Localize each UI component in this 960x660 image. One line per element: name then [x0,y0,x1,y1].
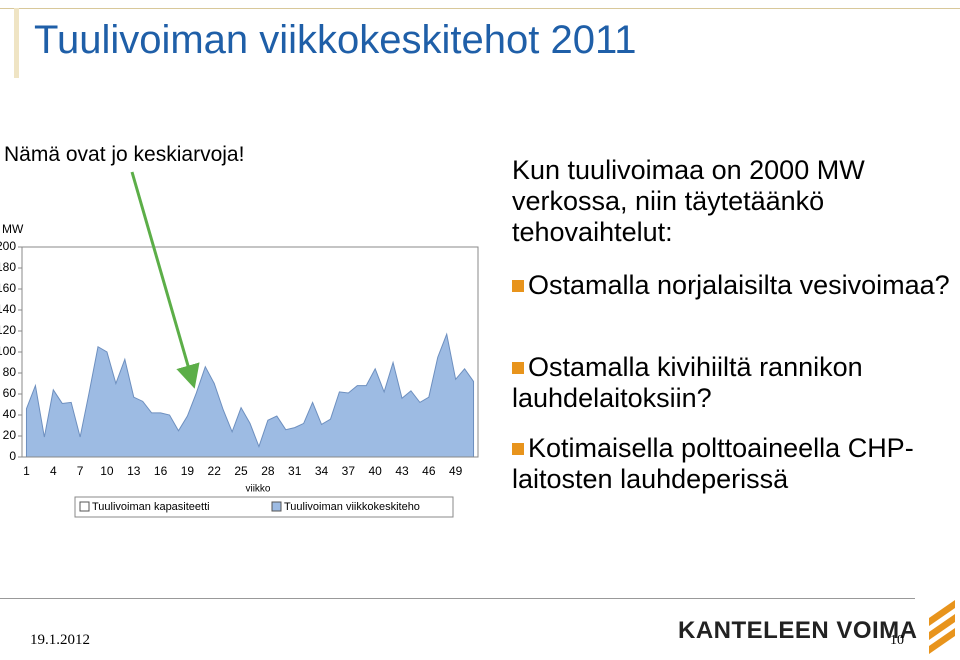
x-tick-label: 34 [315,464,329,478]
x-tick-label: 28 [261,464,275,478]
y-tick-label: 60 [3,386,17,400]
y-axis-label: MW [2,222,24,236]
bullet-icon [512,280,524,292]
bullet-text: Ostamalla kivihiiltä rannikon lauhdelait… [512,352,863,413]
y-tick-label: 180 [0,260,16,274]
y-tick-label: 80 [3,365,17,379]
legend [74,496,454,518]
y-tick-label: 160 [0,281,16,295]
bullet: Kotimaisella polttoaineella CHP-laitoste… [512,433,952,495]
y-tick-label: 200 [0,239,16,253]
x-tick-label: 25 [234,464,248,478]
legend-swatch [79,501,90,512]
x-tick-label: 4 [50,464,57,478]
x-tick-label: 43 [395,464,409,478]
x-tick-label: 46 [422,464,436,478]
x-tick-label: 10 [100,464,114,478]
x-tick-label: 37 [342,464,356,478]
slide-title: Tuulivoiman viikkokeskitehot 2011 [34,18,637,62]
bullet-icon [512,362,524,374]
x-tick-label: 16 [154,464,168,478]
logo: KANTELEEN VOIMA [678,617,918,644]
bullet-text: Kotimaisella polttoaineella CHP-laitoste… [512,433,914,494]
bullet: Ostamalla norjalaisilta vesivoimaa? [512,270,952,301]
footer-date: 19.1.2012 [30,632,90,648]
y-tick-label: 0 [9,449,16,463]
x-tick-label: 13 [127,464,141,478]
logo-stripe [929,600,955,626]
legend-swatch [271,501,282,512]
arrow [130,171,200,389]
logo-stripe [929,628,955,654]
page-number: 10 [890,633,904,648]
logo-stripe [929,614,955,640]
x-axis-label: viikko [245,484,270,495]
y-tick-label: 40 [3,407,17,421]
x-tick-label: 22 [208,464,222,478]
x-tick-label: 49 [449,464,463,478]
bullet-icon [512,443,524,455]
x-tick-label: 7 [77,464,84,478]
x-tick-label: 19 [181,464,195,478]
bullet-text: Ostamalla norjalaisilta vesivoimaa? [528,270,950,300]
x-tick-label: 40 [368,464,382,478]
area [25,332,475,458]
note: Nämä ovat jo keskiarvoja! [4,143,245,166]
chart: MW viikko 0 20 40 60 80 100 120 140 160 180 200 1 4 7… [0,222,479,518]
bullet: Ostamalla kivihiiltä rannikon lauhdelait… [512,352,952,414]
annotation-arrow [130,171,200,389]
x-tick-label: 31 [288,464,302,478]
top-border [0,0,960,9]
y-tick-label: 140 [0,302,16,316]
y-tick-label: 20 [3,428,17,442]
logo-icon [929,600,955,654]
legend-label: Tuulivoiman kapasiteetti [92,501,210,513]
x-tick-label: 1 [23,464,30,478]
y-tick-label: 120 [0,323,16,337]
question: Kun tuulivoimaa on 2000 MW verkossa, nii… [512,155,865,247]
footer-line [0,598,915,599]
legend-label: Tuulivoiman viikkokeskiteho [284,501,420,513]
y-tick-label: 100 [0,344,16,358]
side-decoration [14,8,19,78]
